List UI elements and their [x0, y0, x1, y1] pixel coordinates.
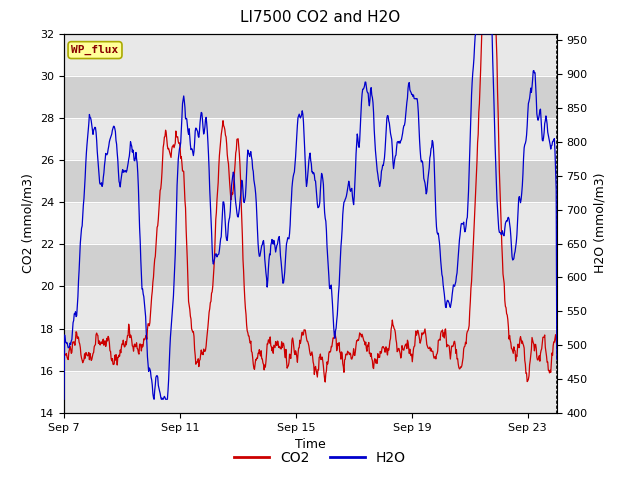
Bar: [64, 244, 557, 287]
X-axis label: Time: Time: [295, 438, 326, 451]
Text: WP_flux: WP_flux: [72, 45, 118, 55]
Y-axis label: H2O (mmol/m3): H2O (mmol/m3): [593, 173, 606, 274]
Bar: [64, 76, 557, 118]
Bar: [64, 160, 557, 202]
Bar: [64, 328, 557, 371]
Legend: CO2, H2O: CO2, H2O: [228, 445, 412, 471]
Text: LI7500 CO2 and H2O: LI7500 CO2 and H2O: [240, 10, 400, 24]
Y-axis label: CO2 (mmol/m3): CO2 (mmol/m3): [22, 173, 35, 273]
